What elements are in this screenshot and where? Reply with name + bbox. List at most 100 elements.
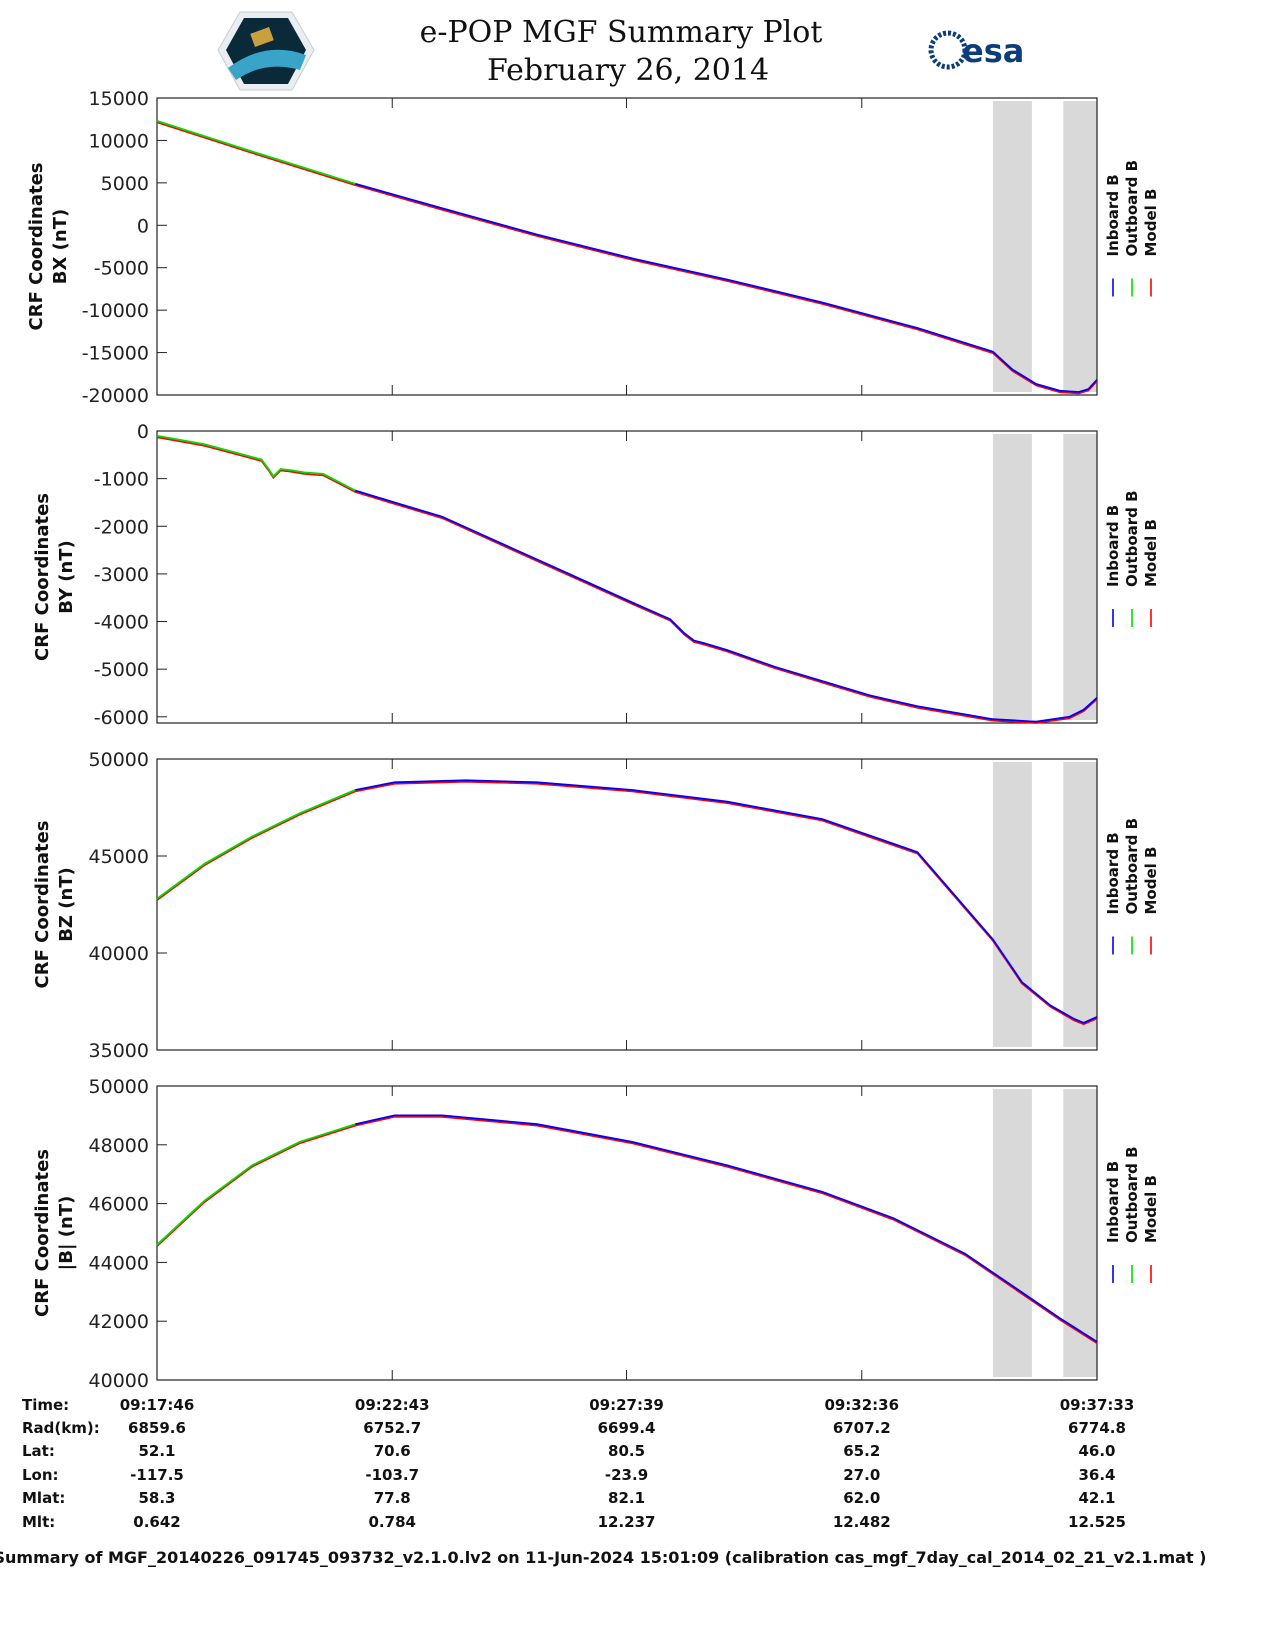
row-value: 6699.4 xyxy=(598,1419,656,1437)
row-value: 77.8 xyxy=(374,1489,411,1507)
gray-band xyxy=(992,101,1032,392)
y-tick-label: -1000 xyxy=(94,469,149,491)
row-value: 27.0 xyxy=(843,1466,880,1484)
row-value: 65.2 xyxy=(843,1442,880,1460)
row-value: 82.1 xyxy=(608,1489,645,1507)
row-value: 52.1 xyxy=(138,1442,175,1460)
row-value: 0.642 xyxy=(133,1513,180,1531)
y-tick-label: 0 xyxy=(137,215,149,237)
row-value: 6859.6 xyxy=(128,1419,186,1437)
row-value: 80.5 xyxy=(608,1442,645,1460)
table-row: Mlt: 0.642 0.784 12.237 12.482 12.525 xyxy=(22,1513,1126,1531)
row-value: 46.0 xyxy=(1078,1442,1115,1460)
y-axis-label: CRF Coordinates |B| (nT) xyxy=(32,1149,77,1317)
y-axis-label: CRF Coordinates BY (nT) xyxy=(32,493,77,661)
row-label: Mlt: xyxy=(22,1513,55,1531)
legend-label: Inboard B xyxy=(1104,505,1122,587)
row-value: 09:32:36 xyxy=(824,1396,899,1414)
series-inboard-b xyxy=(354,182,1098,393)
table-row: Lon: -117.5 -103.7 -23.9 27.0 36.4 xyxy=(22,1466,1116,1484)
y-tick-label: -10000 xyxy=(82,300,149,322)
legend-label: Model B xyxy=(1142,519,1160,587)
axes-frame xyxy=(156,97,1098,396)
axes-frame xyxy=(156,1085,1098,1381)
row-value: -103.7 xyxy=(365,1466,419,1484)
y-tick-label: 35000 xyxy=(89,1040,149,1062)
series-inboard-b xyxy=(355,1114,1098,1343)
panel-4: 50000 48000 46000 44000 42000 40000 CRF Coordi… xyxy=(32,1076,1160,1392)
y-tick-label: 10000 xyxy=(89,130,149,152)
y-tick-label: -4000 xyxy=(94,612,149,634)
row-value: -117.5 xyxy=(130,1466,184,1484)
legend-label: Inboard B xyxy=(1104,1161,1122,1243)
legend-label: Model B xyxy=(1142,189,1160,257)
row-label: Time: xyxy=(22,1396,69,1414)
table-row: Lat: 52.1 70.6 80.5 65.2 46.0 xyxy=(22,1442,1116,1460)
gray-band xyxy=(992,1089,1032,1377)
row-value: 09:37:33 xyxy=(1060,1396,1135,1414)
series-inboard-b xyxy=(354,489,1098,723)
y-tick-label: 0 xyxy=(137,421,149,443)
gray-band xyxy=(1063,434,1097,720)
cassiope-logo xyxy=(217,11,315,91)
legend-label: Inboard B xyxy=(1104,174,1122,256)
y-tick-label: -3000 xyxy=(94,564,149,586)
series-model-b xyxy=(156,121,1098,395)
row-value: 70.6 xyxy=(374,1442,411,1460)
footer-summary: Summary of MGF_20140226_091745_093732_v2… xyxy=(0,1548,1206,1567)
series-outboard-b xyxy=(156,120,356,185)
plot-date: February 26, 2014 xyxy=(487,53,769,88)
y-tick-label: 50000 xyxy=(89,1076,149,1098)
gray-band xyxy=(992,434,1032,720)
y-tick-label: 48000 xyxy=(89,1135,149,1157)
row-value: -23.9 xyxy=(605,1466,648,1484)
legend-label: Outboard B xyxy=(1123,818,1141,915)
row-value: 62.0 xyxy=(843,1489,880,1507)
row-value: 12.525 xyxy=(1068,1513,1126,1531)
legend-label: Outboard B xyxy=(1123,160,1141,257)
y-tick-label: 44000 xyxy=(89,1252,149,1274)
row-value: 6774.8 xyxy=(1068,1419,1126,1437)
y-tick-label: -15000 xyxy=(82,343,149,365)
y-tick-label: 46000 xyxy=(89,1194,149,1216)
y-tick-label: 15000 xyxy=(89,88,149,110)
panel-1: 15000 10000 5000 0 -5000 -10000 -15000 -20000 CR… xyxy=(26,88,1160,407)
series-outboard-b xyxy=(156,434,356,492)
legend-label: Model B xyxy=(1142,1175,1160,1243)
series-model-b xyxy=(156,1116,1098,1344)
y-tick-label: 5000 xyxy=(101,173,149,195)
y-tick-label: 45000 xyxy=(89,846,149,868)
row-value: 09:22:43 xyxy=(355,1396,430,1414)
legend-label: Outboard B xyxy=(1123,1146,1141,1243)
y-axis-label: CRF Coordinates BZ (nT) xyxy=(32,821,77,989)
series-outboard-b xyxy=(156,789,356,900)
legend-label: Model B xyxy=(1142,847,1160,915)
y-tick-label: 42000 xyxy=(89,1311,149,1333)
axes-frame xyxy=(156,430,1098,724)
row-label: Rad(km): xyxy=(22,1419,100,1437)
gray-band xyxy=(1063,1089,1097,1377)
legend-label: Inboard B xyxy=(1104,832,1122,914)
panel-3: 50000 45000 40000 35000 CRF Coordinates BZ (n… xyxy=(32,749,1160,1062)
series-inboard-b xyxy=(355,779,1098,1024)
row-value: 09:17:46 xyxy=(120,1396,195,1414)
panel-2: 0 -1000 -2000 -3000 -4000 -5000 -6000 CRF Coord… xyxy=(32,421,1160,729)
gray-band xyxy=(1063,762,1097,1047)
row-value: 6707.2 xyxy=(833,1419,891,1437)
y-tick-label: -6000 xyxy=(94,707,149,729)
y-tick-label: -5000 xyxy=(94,659,149,681)
row-value: 58.3 xyxy=(138,1489,175,1507)
series-outboard-b xyxy=(156,1123,356,1246)
y-tick-label: 50000 xyxy=(89,749,149,771)
y-tick-label: -5000 xyxy=(94,258,149,280)
series-model-b xyxy=(156,436,1098,724)
gray-band xyxy=(992,762,1032,1047)
svg-text:esa: esa xyxy=(962,32,1024,70)
row-label: Lon: xyxy=(22,1466,59,1484)
row-value: 0.784 xyxy=(369,1513,416,1531)
y-tick-label: 40000 xyxy=(89,943,149,965)
axes-frame xyxy=(156,758,1098,1051)
series-model-b xyxy=(156,780,1098,1026)
esa-logo: esa xyxy=(928,30,1024,70)
